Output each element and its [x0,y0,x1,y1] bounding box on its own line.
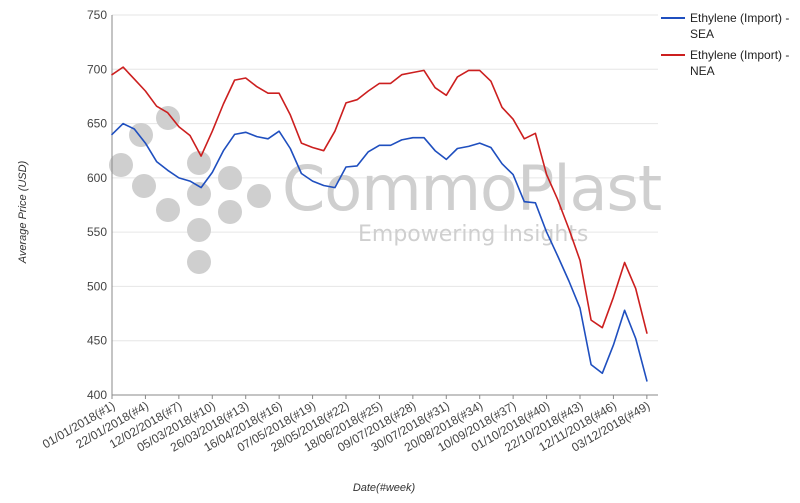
watermark-dot [218,166,242,190]
legend-label: Ethylene (Import) -SEA [690,11,789,41]
watermark-tagline-text: Empowering Insights [358,222,588,247]
series-lines [111,66,648,382]
y-tick-label: 600 [87,171,107,185]
series-line-nea [111,66,648,334]
watermark-dot [132,174,156,198]
watermark-dot [247,184,271,208]
x-axis-ticks: 01/01/2018(#1)22/01/2018(#4)12/02/2018(#… [40,395,652,455]
axes [111,15,658,396]
y-tick-label: 650 [87,117,107,131]
watermark-brand-text: CommoPlast [282,152,661,225]
y-axis-ticks: 400 450 500 550 600 650 700 750 [87,8,107,402]
y-tick-label: 750 [87,8,107,22]
series-line-sea [111,122,648,382]
y-tick-label: 450 [87,334,107,348]
y-axis-title: Average Price (USD) [17,160,29,264]
y-tick-label: 500 [87,279,107,293]
watermark-dot [218,200,242,224]
watermark-dot [187,250,211,274]
x-axis-title: Date(#week) [353,482,416,494]
y-tick-label: 400 [87,388,107,402]
watermark: CommoPlast Empowering Insights [109,106,662,274]
legend: Ethylene (Import) -SEA Ethylene (Import) … [661,11,789,78]
watermark-dot [156,198,180,222]
watermark-logo-dots [109,106,271,274]
watermark-dot [156,106,180,130]
watermark-dot [109,153,133,177]
watermark-dot [187,182,211,206]
y-tick-label: 700 [87,62,107,76]
watermark-dot [187,151,211,175]
y-tick-label: 550 [87,225,107,239]
watermark-dot [187,218,211,242]
legend-label: Ethylene (Import) -NEA [690,48,789,78]
watermark-dot [129,123,153,147]
